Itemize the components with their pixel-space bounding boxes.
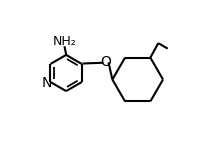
Text: N: N xyxy=(42,76,53,90)
Text: O: O xyxy=(101,55,111,69)
Text: NH₂: NH₂ xyxy=(53,35,77,48)
